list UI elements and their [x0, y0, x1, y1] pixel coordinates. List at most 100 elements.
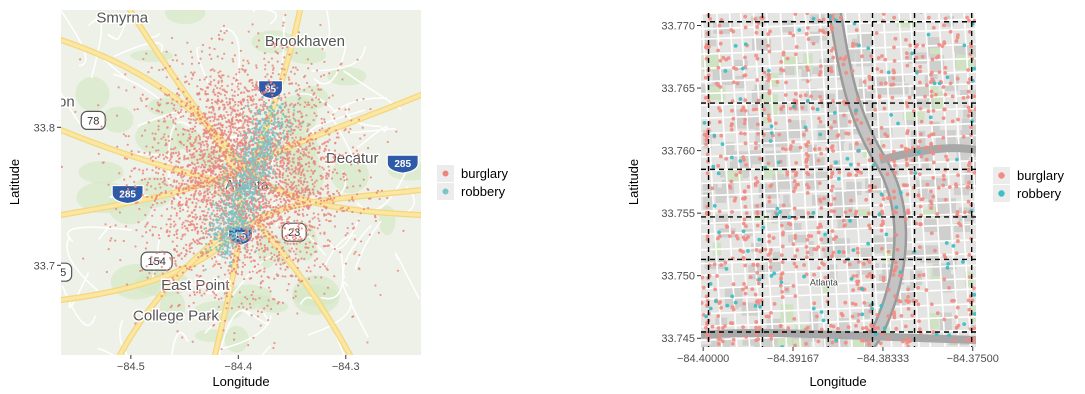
burglary-point: [197, 256, 199, 258]
burglary-point: [206, 100, 208, 102]
robbery-point: [272, 122, 274, 124]
burglary-point: [244, 87, 246, 89]
burglary-point: [292, 66, 294, 68]
burglary-point: [238, 259, 240, 261]
robbery-point: [248, 214, 250, 216]
burglary-point: [251, 82, 253, 84]
burglary-point: [339, 194, 341, 196]
burglary-point: [175, 187, 177, 189]
robbery-point: [264, 166, 266, 168]
burglary-point: [219, 133, 221, 135]
burglary-point: [280, 268, 282, 270]
burglary-point: [187, 140, 189, 142]
burglary-point: [218, 108, 220, 110]
burglary-point: [237, 83, 239, 85]
burglary-point: [141, 235, 143, 237]
burglary-point: [166, 152, 168, 154]
robbery-point: [229, 206, 231, 208]
burglary-point: [193, 198, 195, 200]
burglary-point: [182, 115, 184, 117]
burglary-point: [178, 112, 180, 114]
burglary-point: [152, 146, 154, 148]
burglary-point: [156, 252, 158, 254]
burglary-point: [159, 194, 161, 196]
robbery-point: [259, 179, 261, 181]
robbery-point: [261, 124, 263, 126]
robbery-point: [237, 190, 239, 192]
burglary-point: [157, 156, 159, 158]
robbery-point: [227, 195, 229, 197]
burglary-point: [366, 188, 368, 190]
burglary-point: [266, 217, 268, 219]
burglary-point: [326, 141, 328, 143]
robbery-point: [262, 175, 264, 177]
burglary-point: [236, 147, 238, 149]
burglary-point: [297, 102, 299, 104]
burglary-point: [283, 74, 285, 76]
burglary-point: [271, 57, 273, 59]
robbery-point: [223, 180, 225, 182]
burglary-point: [241, 236, 243, 238]
burglary-point: [199, 218, 201, 220]
burglary-point: [308, 189, 310, 191]
burglary-point: [356, 99, 358, 101]
burglary-point: [251, 225, 253, 227]
burglary-point: [266, 222, 268, 224]
burglary-point: [175, 128, 177, 130]
burglary-point: [397, 270, 399, 272]
burglary-point: [136, 201, 138, 203]
robbery-point: [260, 151, 262, 153]
burglary-point: [213, 48, 215, 50]
burglary-point: [233, 131, 235, 133]
burglary-point: [340, 207, 342, 209]
robbery-point: [219, 217, 221, 219]
burglary-point: [300, 238, 302, 240]
burglary-point: [186, 129, 188, 131]
burglary-point: [209, 54, 211, 56]
robbery-point: [258, 109, 260, 111]
burglary-point: [273, 85, 275, 87]
burglary-point: [285, 201, 287, 203]
burglary-point: [240, 50, 242, 52]
burglary-point: [223, 104, 225, 106]
burglary-point: [212, 200, 214, 202]
burglary-point: [288, 283, 290, 285]
burglary-point: [216, 142, 218, 144]
robbery-point: [257, 161, 259, 163]
burglary-point: [210, 168, 212, 170]
burglary-point: [356, 150, 358, 152]
burglary-point: [303, 205, 305, 207]
robbery-point: [251, 154, 253, 156]
burglary-point: [195, 136, 197, 138]
robbery-point: [263, 153, 265, 155]
burglary-point: [159, 103, 161, 105]
robbery-point: [244, 213, 246, 215]
burglary-point: [325, 214, 327, 216]
burglary-point: [189, 294, 191, 296]
burglary-point: [235, 272, 237, 274]
burglary-point: [217, 118, 219, 120]
burglary-point: [249, 253, 251, 255]
burglary-point: [285, 142, 287, 144]
burglary-point: [329, 240, 331, 242]
robbery-point: [217, 249, 219, 251]
burglary-point: [230, 128, 232, 130]
robbery-point: [255, 112, 257, 114]
burglary-point: [266, 88, 268, 90]
burglary-point: [162, 272, 164, 274]
burglary-point: [181, 226, 183, 228]
burglary-point: [334, 248, 336, 250]
burglary-point: [197, 114, 199, 116]
burglary-point: [227, 288, 229, 290]
robbery-point: [219, 222, 221, 224]
robbery-point: [265, 202, 267, 204]
robbery-point: [227, 225, 229, 227]
burglary-point: [220, 101, 222, 103]
burglary-point: [257, 233, 259, 235]
burglary-point: [275, 263, 277, 265]
burglary-point: [133, 86, 135, 88]
burglary-point: [219, 195, 221, 197]
burglary-point: [194, 170, 196, 172]
robbery-point: [259, 113, 261, 115]
burglary-point: [336, 211, 338, 213]
